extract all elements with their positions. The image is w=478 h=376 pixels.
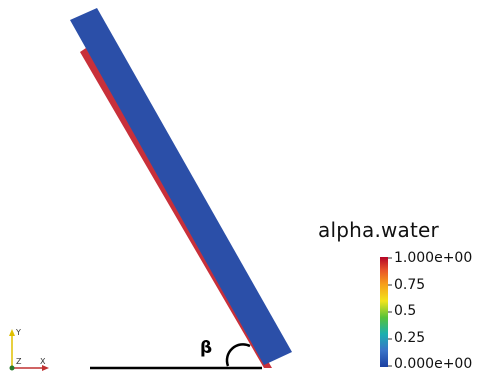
colorbar — [380, 257, 392, 367]
colorbar-tick-label-025: 0.25 — [394, 330, 426, 346]
axis-x-arrow — [42, 365, 49, 371]
colorbar-tick-label-max: 1.000e+00 — [394, 250, 473, 266]
axis-origin-dot — [9, 365, 15, 371]
orientation-axes: Y X Z — [9, 328, 49, 371]
colorbar-tick-label-075: 0.75 — [394, 277, 426, 293]
angle-label: β — [200, 338, 212, 358]
axis-y-arrow — [9, 329, 15, 336]
axis-x-label: X — [40, 357, 46, 366]
axis-y-label: Y — [15, 328, 21, 337]
legend-title: alpha.water — [318, 218, 439, 242]
colorbar-tick-label-05: 0.5 — [394, 303, 417, 319]
angle-arc — [225, 343, 251, 367]
inclined-plate — [70, 8, 292, 365]
axis-z-label: Z — [16, 357, 22, 366]
colorbar-tick-label-min: 0.000e+00 — [394, 356, 473, 372]
colorbar-gradient — [380, 257, 388, 367]
